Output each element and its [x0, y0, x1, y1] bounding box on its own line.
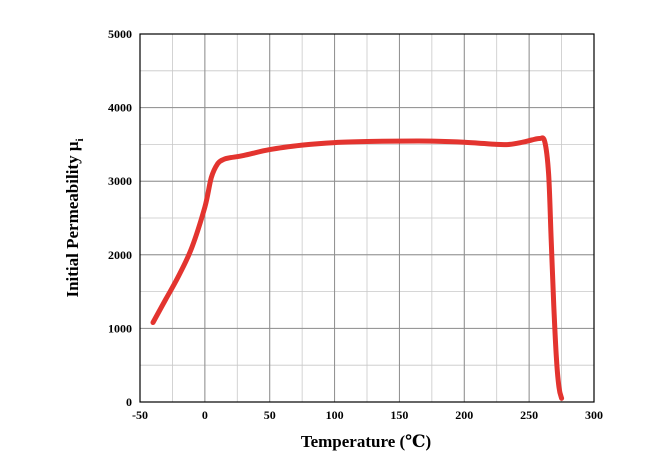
- plot-frame: [139, 33, 595, 403]
- y-tick-label: 3000: [108, 174, 132, 188]
- x-tick-labels: -50 0 50 100 150 200 250 300: [132, 408, 603, 422]
- y-tick-label: 2000: [108, 248, 132, 262]
- x-tick-label: 200: [455, 408, 473, 422]
- x-tick-label: 250: [520, 408, 538, 422]
- minor-gridlines: [139, 33, 595, 403]
- y-tick-label: 5000: [108, 27, 132, 41]
- x-tick-label: 100: [326, 408, 344, 422]
- y-tick-label: 1000: [108, 321, 132, 335]
- y-axis-title-main: Initial Permeability μ: [63, 141, 82, 297]
- x-axis-title: Temperature (℃): [301, 432, 431, 451]
- x-tick-label: 50: [264, 408, 276, 422]
- x-tick-label: 150: [390, 408, 408, 422]
- x-tick-label: 0: [202, 408, 208, 422]
- series-line-permeability: [150, 135, 565, 401]
- y-axis-title-subscript: i: [74, 138, 86, 141]
- x-tick-label: 300: [585, 408, 603, 422]
- x-tick-label: -50: [132, 408, 148, 422]
- y-tick-label: 0: [126, 395, 132, 409]
- y-tick-label: 4000: [108, 101, 132, 115]
- y-axis-title: Initial Permeability μi: [63, 138, 86, 297]
- y-tick-labels: 0 1000 2000 3000 4000 5000: [108, 27, 132, 409]
